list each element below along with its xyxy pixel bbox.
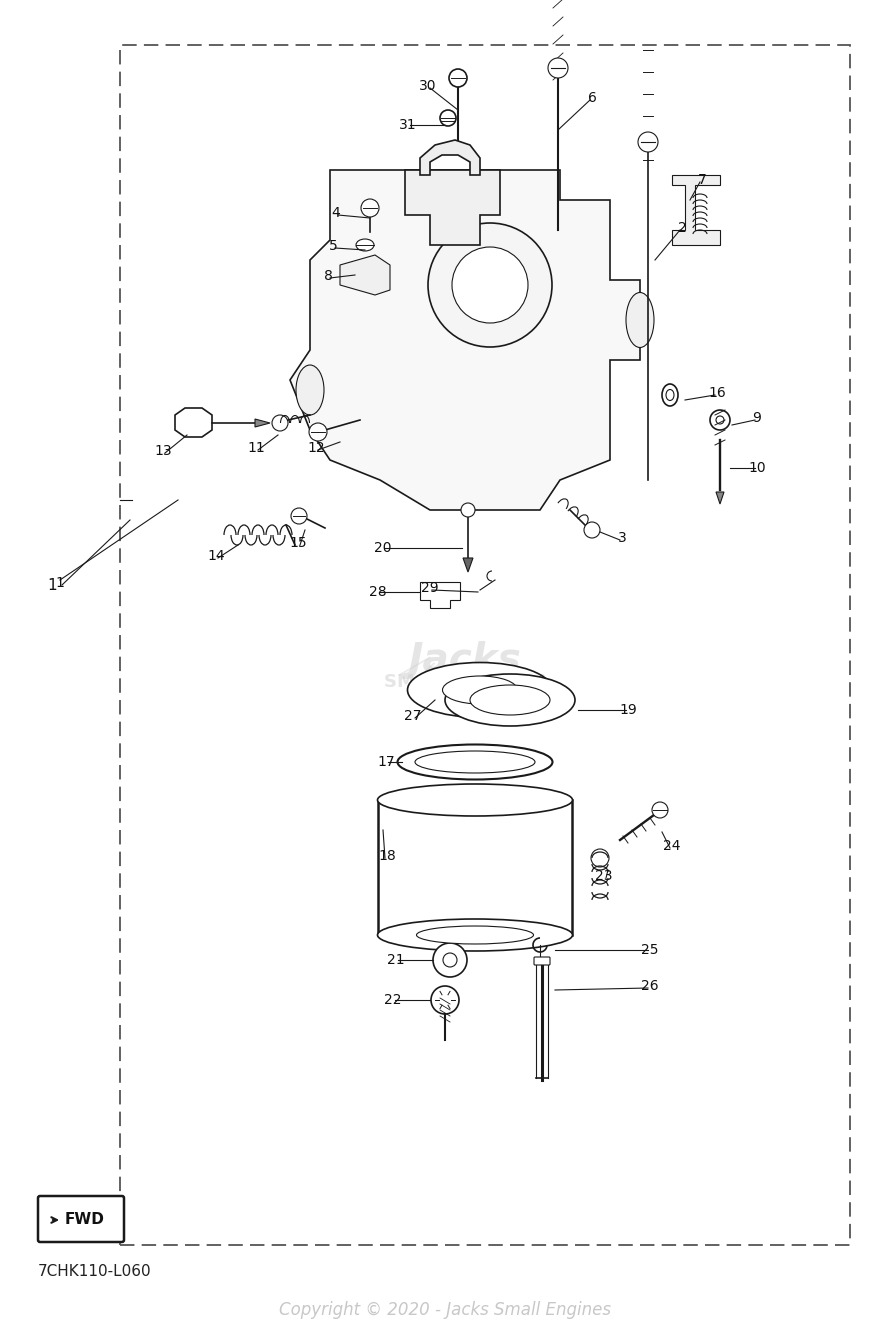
Circle shape <box>638 133 658 151</box>
Ellipse shape <box>470 685 550 716</box>
Ellipse shape <box>626 292 654 347</box>
Ellipse shape <box>442 675 517 704</box>
Circle shape <box>443 953 457 967</box>
Text: 7CHK110-L060: 7CHK110-L060 <box>38 1265 151 1280</box>
Polygon shape <box>290 170 640 511</box>
Bar <box>120 46 850 1245</box>
Text: 30: 30 <box>419 79 437 92</box>
Text: 12: 12 <box>307 441 325 456</box>
Circle shape <box>548 58 568 78</box>
Circle shape <box>452 247 528 323</box>
Text: 5: 5 <box>328 239 337 253</box>
Ellipse shape <box>445 674 575 726</box>
Text: 10: 10 <box>748 461 765 474</box>
Text: 16: 16 <box>708 386 726 401</box>
Ellipse shape <box>377 919 572 951</box>
Polygon shape <box>175 407 212 437</box>
Text: 21: 21 <box>387 953 405 967</box>
Circle shape <box>433 943 467 977</box>
Text: 24: 24 <box>663 839 681 854</box>
Text: 26: 26 <box>641 980 659 993</box>
Polygon shape <box>340 255 390 295</box>
Ellipse shape <box>408 662 553 717</box>
Text: 27: 27 <box>404 709 422 724</box>
Circle shape <box>431 986 459 1014</box>
Text: 17: 17 <box>377 754 395 769</box>
Text: FWD: FWD <box>65 1213 105 1227</box>
Circle shape <box>461 502 475 517</box>
Text: 11: 11 <box>247 441 265 456</box>
Polygon shape <box>716 492 724 504</box>
Text: 6: 6 <box>587 91 596 105</box>
Text: 2: 2 <box>677 221 686 234</box>
Text: 8: 8 <box>324 269 333 283</box>
Circle shape <box>591 850 609 867</box>
Text: 1: 1 <box>47 578 57 592</box>
Text: Copyright © 2020 - Jacks Small Engines: Copyright © 2020 - Jacks Small Engines <box>279 1301 611 1319</box>
Circle shape <box>428 222 552 347</box>
Circle shape <box>361 200 379 217</box>
Text: 23: 23 <box>595 870 612 883</box>
Text: Jacks: Jacks <box>409 641 522 679</box>
Text: 14: 14 <box>207 549 225 563</box>
Text: 29: 29 <box>421 582 439 595</box>
Ellipse shape <box>662 385 678 406</box>
Text: 22: 22 <box>384 993 401 1006</box>
Text: 18: 18 <box>378 850 396 863</box>
Circle shape <box>291 508 307 524</box>
Circle shape <box>710 410 730 430</box>
Text: 31: 31 <box>400 118 417 133</box>
Text: SMALL ENGINES: SMALL ENGINES <box>384 673 546 691</box>
Ellipse shape <box>666 390 674 401</box>
Text: 15: 15 <box>289 536 307 549</box>
Circle shape <box>716 415 724 423</box>
Polygon shape <box>420 139 480 176</box>
Ellipse shape <box>377 784 572 816</box>
Circle shape <box>272 415 288 431</box>
Text: 20: 20 <box>375 541 392 555</box>
Circle shape <box>652 803 668 817</box>
Circle shape <box>309 423 327 441</box>
Text: 9: 9 <box>753 411 762 425</box>
Text: 19: 19 <box>619 704 637 717</box>
Text: 25: 25 <box>642 943 659 957</box>
FancyBboxPatch shape <box>38 1197 124 1242</box>
Polygon shape <box>420 582 460 608</box>
Polygon shape <box>405 170 500 245</box>
Circle shape <box>440 110 456 126</box>
Text: 4: 4 <box>332 206 340 220</box>
FancyBboxPatch shape <box>534 957 550 965</box>
Ellipse shape <box>356 239 374 251</box>
Ellipse shape <box>415 750 535 773</box>
Circle shape <box>584 523 600 537</box>
Text: 28: 28 <box>369 586 387 599</box>
Polygon shape <box>255 419 270 427</box>
Polygon shape <box>672 176 720 245</box>
Ellipse shape <box>296 364 324 415</box>
Text: 7: 7 <box>698 173 707 188</box>
Polygon shape <box>463 557 473 572</box>
Text: 3: 3 <box>618 531 627 545</box>
Text: 13: 13 <box>154 444 172 458</box>
Circle shape <box>449 68 467 87</box>
Text: 1: 1 <box>55 576 64 590</box>
Ellipse shape <box>417 926 533 943</box>
Ellipse shape <box>398 745 553 780</box>
